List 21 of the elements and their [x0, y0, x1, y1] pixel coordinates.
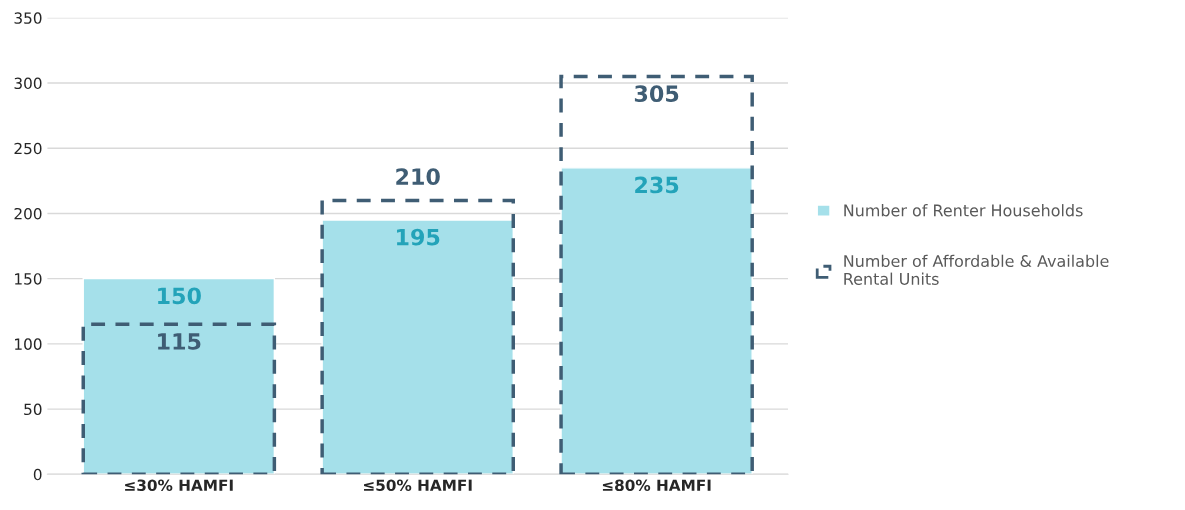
data-label: 235 [635, 176, 679, 194]
y-tick-label: 300 [14, 77, 42, 90]
y-tick-label: 250 [14, 142, 42, 155]
bar [560, 167, 753, 475]
y-tick-label: 150 [15, 273, 42, 285]
data-label: 305 [634, 85, 679, 103]
data-label: 195 [397, 228, 440, 246]
y-tick-label: 350 [14, 12, 42, 24]
x-tick-label: ≤30% HAMFI [125, 479, 233, 491]
y-tick-label: 100 [15, 338, 42, 350]
bar [82, 277, 276, 475]
y-tick-label: 50 [24, 403, 42, 416]
data-label: 115 [158, 333, 201, 350]
legend-label: Number of Affordable & Available Rental Units [844, 254, 1109, 285]
x-tick-label: ≤50% HAMFI [364, 479, 472, 491]
data-label: 150 [158, 287, 201, 305]
legend-label: Number of Renter Households [844, 204, 1083, 217]
data-label: 210 [396, 168, 440, 186]
y-tick-label: 0 [33, 468, 42, 481]
y-tick-label: 200 [14, 207, 42, 220]
x-tick-label: ≤80% HAMFI [602, 479, 711, 491]
